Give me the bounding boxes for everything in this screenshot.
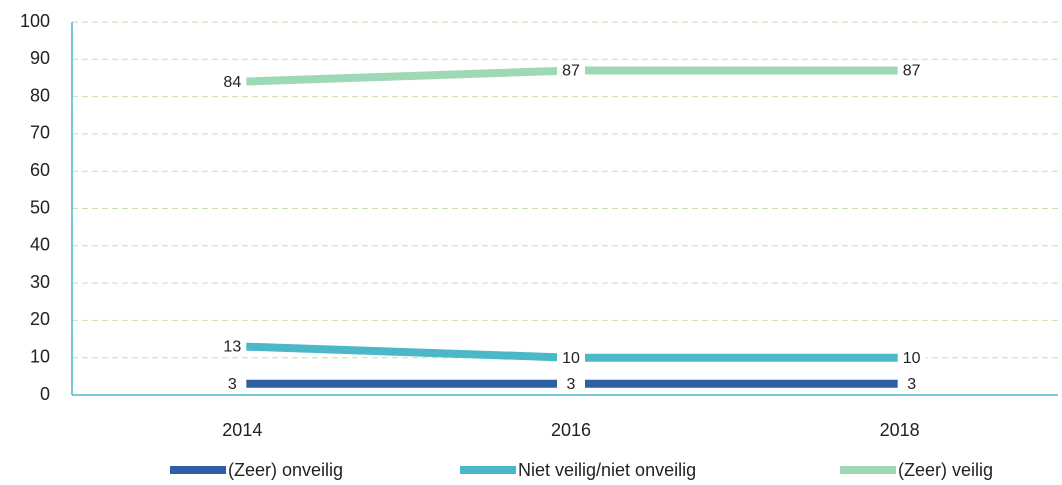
data-label-bg xyxy=(218,71,247,92)
y-tick-label: 0 xyxy=(40,384,50,404)
data-label: 3 xyxy=(567,376,576,393)
legend-label: (Zeer) onveilig xyxy=(228,460,343,480)
data-label: 3 xyxy=(907,376,916,393)
x-tick-label: 2018 xyxy=(880,420,920,440)
data-label-bg xyxy=(557,373,585,394)
y-tick-label: 60 xyxy=(30,160,50,180)
data-label-bg xyxy=(557,347,585,368)
data-label: 10 xyxy=(903,350,921,367)
y-tick-label: 20 xyxy=(30,309,50,329)
y-tick-label: 80 xyxy=(30,85,50,105)
x-tick-label: 2016 xyxy=(551,420,591,440)
data-label: 84 xyxy=(223,74,241,91)
data-label: 87 xyxy=(562,63,580,80)
y-tick-label: 50 xyxy=(30,197,50,217)
y-tick-label: 90 xyxy=(30,48,50,68)
data-label: 13 xyxy=(223,339,241,356)
data-label: 87 xyxy=(903,63,921,80)
data-label-bg xyxy=(557,60,585,81)
y-tick-label: 10 xyxy=(30,346,50,366)
data-label: 10 xyxy=(562,350,580,367)
y-tick-label: 30 xyxy=(30,272,50,292)
legend-label: Niet veilig/niet onveilig xyxy=(518,460,696,480)
data-label-bg xyxy=(897,60,926,81)
data-label-bg xyxy=(897,347,926,368)
y-tick-label: 70 xyxy=(30,123,50,143)
x-tick-label: 2014 xyxy=(222,420,262,440)
data-label-bg xyxy=(897,373,926,394)
data-label: 3 xyxy=(228,376,237,393)
data-label-bg xyxy=(218,336,247,357)
y-tick-label: 100 xyxy=(20,11,50,31)
data-label-bg xyxy=(218,373,247,394)
legend-label: (Zeer) veilig xyxy=(898,460,993,480)
y-tick-label: 40 xyxy=(30,235,50,255)
